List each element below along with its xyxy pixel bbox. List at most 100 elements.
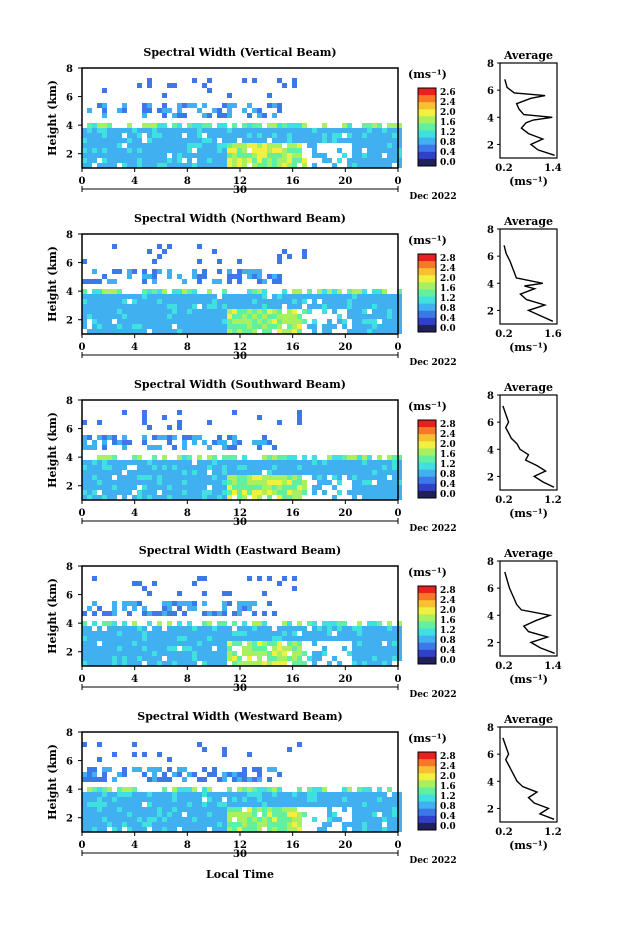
heatmap-cell	[292, 83, 297, 88]
heatmap-cell	[162, 641, 167, 646]
heatmap-cell	[372, 822, 377, 827]
heatmap-cell	[282, 158, 287, 163]
heatmap-cell	[132, 485, 137, 490]
heatmap-cell	[362, 480, 367, 485]
heatmap-cell	[102, 777, 107, 782]
heatmap-cell	[147, 289, 152, 294]
colorbar-swatch	[418, 130, 436, 139]
heatmap-cell	[202, 747, 207, 752]
heatmap-cell	[142, 792, 147, 797]
heatmap-cell	[192, 631, 197, 636]
heatmap-cell	[112, 460, 117, 465]
heatmap-cell	[127, 274, 132, 279]
heatmap-cell	[272, 792, 277, 797]
heatmap-cell	[227, 324, 232, 329]
heatmap-cell	[132, 153, 137, 158]
heatmap-cell	[357, 802, 362, 807]
heatmap-cell	[347, 626, 352, 631]
heatmap-cell	[282, 249, 287, 254]
heatmap-cell	[267, 103, 272, 108]
heatmap-cell	[247, 601, 252, 606]
heatmap-cell	[262, 621, 267, 626]
colorbar-swatch	[418, 752, 436, 760]
heatmap-cell	[332, 792, 337, 797]
heatmap-cell	[202, 274, 207, 279]
heatmap-cell	[207, 148, 212, 153]
heatmap-cell	[312, 153, 317, 158]
heatmap-cell	[122, 641, 127, 646]
heatmap-cell	[192, 651, 197, 656]
heatmap-cell	[262, 163, 267, 168]
heatmap-cell	[157, 485, 162, 490]
heatmap-cell	[262, 646, 267, 651]
average-title: Average	[503, 49, 553, 62]
heatmap-cell	[372, 621, 377, 626]
heatmap-cell	[367, 797, 372, 802]
heatmap-cell	[187, 319, 192, 324]
heatmap-cell	[92, 123, 97, 128]
heatmap-cell	[222, 495, 227, 500]
heatmap-cell	[167, 480, 172, 485]
heatmap-cell	[352, 309, 357, 314]
heatmap-cell	[277, 626, 282, 631]
heatmap-cell	[247, 138, 252, 143]
heatmap-cell	[267, 797, 272, 802]
heatmap-cell	[197, 631, 202, 636]
heatmap-cell	[152, 611, 157, 616]
heatmap-cell	[367, 807, 372, 812]
heatmap-cell	[127, 158, 132, 163]
heatmap-cell	[107, 329, 112, 334]
heatmap-cell	[277, 103, 282, 108]
heatmap-cell	[392, 138, 397, 143]
heatmap-cell	[162, 319, 167, 324]
heatmap-cell	[287, 475, 292, 480]
heatmap-cell	[332, 817, 337, 822]
heatmap-cell	[357, 641, 362, 646]
heatmap-cell	[312, 319, 317, 324]
heatmap-cell	[287, 495, 292, 500]
heatmap-cell	[362, 299, 367, 304]
heatmap-cell	[387, 128, 392, 133]
heatmap-cell	[237, 631, 242, 636]
heatmap-cell	[242, 636, 247, 641]
heatmap-cell	[112, 606, 117, 611]
heatmap-cell	[347, 802, 352, 807]
heatmap-cell	[162, 470, 167, 475]
heatmap-cell	[397, 797, 402, 802]
heatmap-cell	[362, 807, 367, 812]
heatmap-cell	[377, 651, 382, 656]
heatmap-cell	[227, 435, 232, 440]
heatmap-cell	[267, 475, 272, 480]
heatmap-cell	[162, 148, 167, 153]
heatmap-cell	[232, 822, 237, 827]
heatmap-cell	[102, 656, 107, 661]
heatmap-cell	[122, 495, 127, 500]
heatmap-cell	[357, 792, 362, 797]
heatmap-cell	[367, 490, 372, 495]
heatmap-cell	[187, 153, 192, 158]
heatmap-cell	[227, 822, 232, 827]
heatmap-cell	[87, 133, 92, 138]
heatmap-cell	[157, 269, 162, 274]
heatmap-cell	[172, 143, 177, 148]
heatmap-cell	[262, 113, 267, 118]
colorbar-swatch	[418, 483, 436, 492]
heatmap-cell	[222, 324, 227, 329]
heatmap-cell	[177, 319, 182, 324]
heatmap-cell	[222, 445, 227, 450]
heatmap-cell	[87, 626, 92, 631]
beam-panel-1: Spectral Width (Vertical Beam)2468Height…	[46, 46, 562, 202]
heatmap-cell	[132, 631, 137, 636]
heatmap-cell	[157, 777, 162, 782]
colorbar-swatch	[418, 614, 436, 622]
heatmap-cell	[267, 274, 272, 279]
heatmap-cell	[362, 304, 367, 309]
heatmap-cell	[382, 138, 387, 143]
heatmap-cell	[377, 314, 382, 319]
heatmap-cell	[382, 495, 387, 500]
heatmap-cell	[82, 631, 87, 636]
heatmap-cell	[237, 611, 242, 616]
heatmap-cell	[362, 495, 367, 500]
heatmap-cell	[327, 455, 332, 460]
colorbar-swatch	[418, 815, 436, 824]
